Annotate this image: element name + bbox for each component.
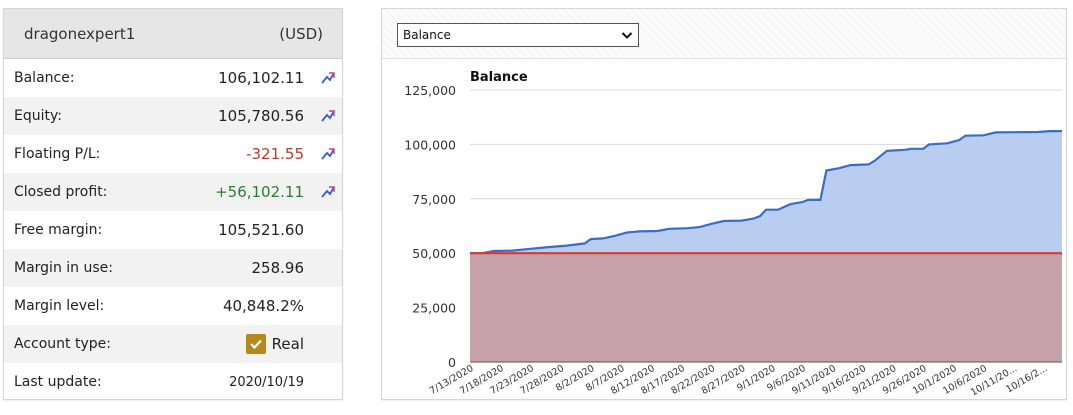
- free-margin-value: 105,521.60: [218, 221, 304, 239]
- margin-level-value: 40,848.2%: [222, 297, 304, 315]
- equity-label: Equity:: [14, 108, 62, 124]
- chart-toolbar: Balance: [382, 9, 1066, 59]
- balance-line: [470, 130, 1062, 255]
- closed-profit-label: Closed profit:: [14, 184, 108, 200]
- chart-type-select[interactable]: Balance: [397, 23, 639, 47]
- chart-line-icon[interactable]: [320, 108, 336, 124]
- floating-pl-value: -321.55: [246, 145, 304, 163]
- account-type-label: Account type:: [14, 336, 111, 352]
- margin-in-use-row: Margin in use: 258.96: [4, 249, 342, 287]
- chart-type-select-value: Balance: [403, 28, 451, 42]
- chart-title: Balance: [470, 70, 528, 85]
- y-tick-label: 50,000: [412, 246, 456, 261]
- balance-row: Balance: 106,102.11: [4, 59, 342, 97]
- closed-profit-value: +56,102.11: [215, 183, 304, 201]
- account-summary-panel: dragonexpert1 (USD) Balance: 106,102.11 …: [3, 8, 343, 400]
- equity-value: 105,780.56: [218, 107, 304, 125]
- y-tick-label: 125,000: [404, 83, 456, 98]
- y-tick-label: 25,000: [412, 301, 456, 316]
- chart-line-icon[interactable]: [320, 146, 336, 162]
- balance-value: 106,102.11: [218, 69, 304, 87]
- closed-profit-row: Closed profit: +56,102.11: [4, 173, 342, 211]
- chart-line-icon[interactable]: [320, 70, 336, 86]
- floating-pl-row: Floating P/L: -321.55: [4, 135, 342, 173]
- free-margin-row: Free margin: 105,521.60: [4, 211, 342, 249]
- checkbox-checked-icon: [245, 334, 266, 354]
- margin-in-use-value: 258.96: [251, 259, 305, 277]
- equity-row: Equity: 105,780.56: [4, 97, 342, 135]
- account-type-text: Real: [271, 335, 304, 353]
- chevron-down-icon: [621, 32, 633, 39]
- y-tick-label: 0: [448, 355, 456, 370]
- chart-line-icon[interactable]: [320, 184, 336, 200]
- floating-pl-label: Floating P/L:: [14, 146, 101, 162]
- margin-level-label: Margin level:: [14, 298, 105, 314]
- last-update-row: Last update: 2020/10/19: [4, 363, 342, 401]
- balance-label: Balance:: [14, 70, 75, 86]
- account-type-value: Real: [245, 334, 304, 354]
- account-name: dragonexpert1: [24, 24, 136, 43]
- margin-level-row: Margin level: 40,848.2%: [4, 287, 342, 325]
- chart-panel: Balance Balance 0 25,000 50,000 75,000 100,00…: [381, 8, 1067, 400]
- balance-area: [470, 131, 1062, 254]
- free-margin-label: Free margin:: [14, 222, 103, 238]
- y-tick-label: 75,000: [412, 192, 456, 207]
- account-header: dragonexpert1 (USD): [4, 9, 342, 59]
- account-currency: (USD): [279, 24, 323, 43]
- margin-in-use-label: Margin in use:: [14, 260, 113, 276]
- last-update-label: Last update:: [14, 374, 102, 390]
- last-update-value: 2020/10/19: [229, 374, 304, 390]
- y-tick-label: 100,000: [404, 137, 456, 152]
- deposit-area: [470, 253, 1062, 362]
- account-type-row: Account type: Real: [4, 325, 342, 363]
- balance-chart: Balance 0 25,000 50,000 75,000 100,000 125,000…: [404, 70, 1062, 398]
